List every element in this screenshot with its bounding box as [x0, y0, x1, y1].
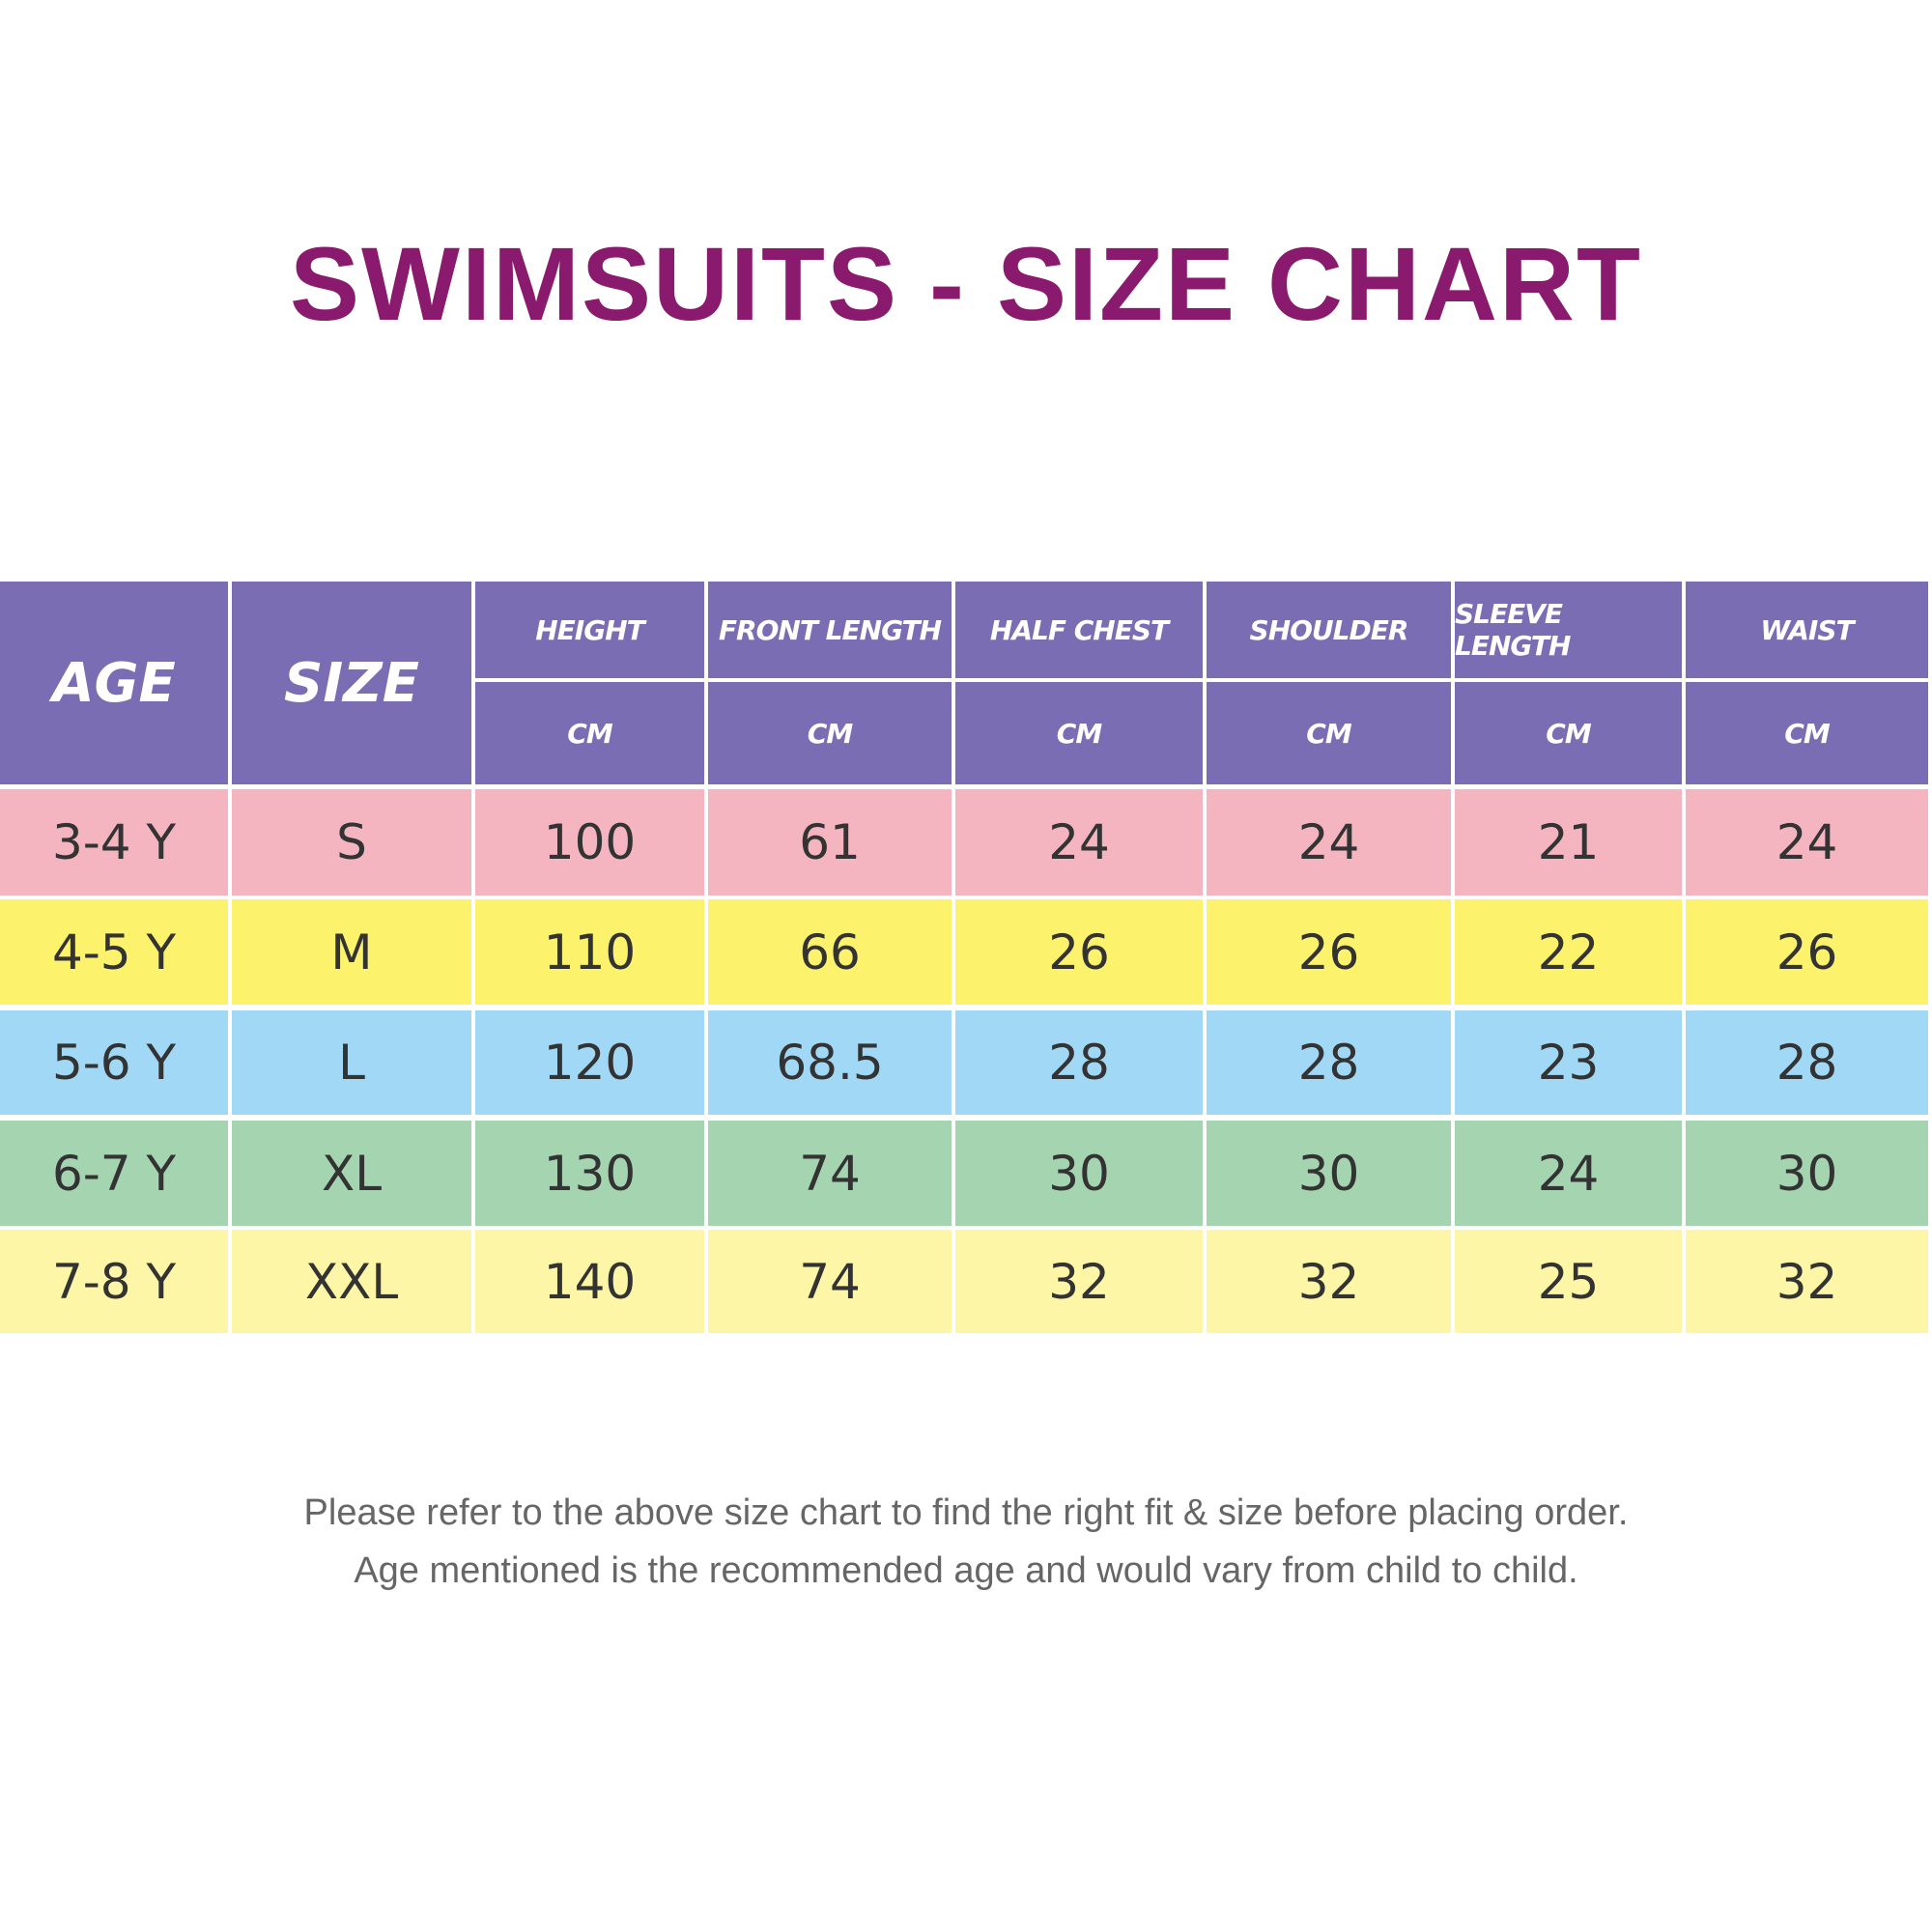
header-cell: FRONT LENGTH	[708, 582, 952, 678]
data-cell: 5-6 Y	[0, 1010, 228, 1115]
data-cell: 28	[955, 1010, 1203, 1115]
unit-cell: CM	[955, 682, 1203, 784]
unit-cell: CM	[1207, 682, 1451, 784]
data-cell: 74	[708, 1230, 952, 1333]
data-cell: 22	[1455, 899, 1682, 1005]
data-cell: 30	[1207, 1121, 1451, 1226]
footnote: Age mentioned is the recommended age and…	[354, 1550, 1578, 1591]
data-cell: M	[232, 899, 471, 1005]
data-cell: 24	[1455, 1121, 1682, 1226]
header-cell: SLEEVE LENGTH	[1455, 582, 1682, 678]
data-cell: 130	[475, 1121, 704, 1226]
unit-cell: CM	[1686, 682, 1928, 784]
data-cell: 30	[1686, 1121, 1928, 1226]
data-cell: 23	[1455, 1010, 1682, 1115]
data-cell: 24	[955, 789, 1203, 895]
header-cell: SHOULDER	[1207, 582, 1451, 678]
data-cell: 32	[1207, 1230, 1451, 1333]
data-cell: 24	[1207, 789, 1451, 895]
header-cell: WAIST	[1686, 582, 1928, 678]
data-cell: S	[232, 789, 471, 895]
data-cell: 26	[1207, 899, 1451, 1005]
data-cell: 140	[475, 1230, 704, 1333]
data-cell: 26	[1686, 899, 1928, 1005]
header-cell: HALF CHEST	[955, 582, 1203, 678]
data-cell: 66	[708, 899, 952, 1005]
data-cell: 30	[955, 1121, 1203, 1226]
data-cell: 32	[955, 1230, 1203, 1333]
data-cell: 120	[475, 1010, 704, 1115]
data-cell: L	[232, 1010, 471, 1115]
title: SWIMSUITS - SIZE CHART	[290, 225, 1642, 342]
data-cell: 24	[1686, 789, 1928, 895]
header-cell: SIZE	[232, 582, 471, 784]
data-cell: 32	[1686, 1230, 1928, 1333]
header-cell: AGE	[0, 582, 228, 784]
data-cell: 25	[1455, 1230, 1682, 1333]
data-cell: 21	[1455, 789, 1682, 895]
data-cell: 28	[1686, 1010, 1928, 1115]
data-cell: 4-5 Y	[0, 899, 228, 1005]
data-cell: 3-4 Y	[0, 789, 228, 895]
data-cell: 6-7 Y	[0, 1121, 228, 1226]
data-cell: 7-8 Y	[0, 1230, 228, 1333]
data-cell: 61	[708, 789, 952, 895]
data-cell: 100	[475, 789, 704, 895]
data-cell: 26	[955, 899, 1203, 1005]
unit-cell: CM	[475, 682, 704, 784]
unit-cell: CM	[708, 682, 952, 784]
data-cell: XXL	[232, 1230, 471, 1333]
unit-cell: CM	[1455, 682, 1682, 784]
data-cell: XL	[232, 1121, 471, 1226]
data-cell: 110	[475, 899, 704, 1005]
data-cell: 68.5	[708, 1010, 952, 1115]
footnote: Please refer to the above size chart to …	[303, 1492, 1629, 1533]
data-cell: 28	[1207, 1010, 1451, 1115]
header-cell: HEIGHT	[475, 582, 704, 678]
data-cell: 74	[708, 1121, 952, 1226]
